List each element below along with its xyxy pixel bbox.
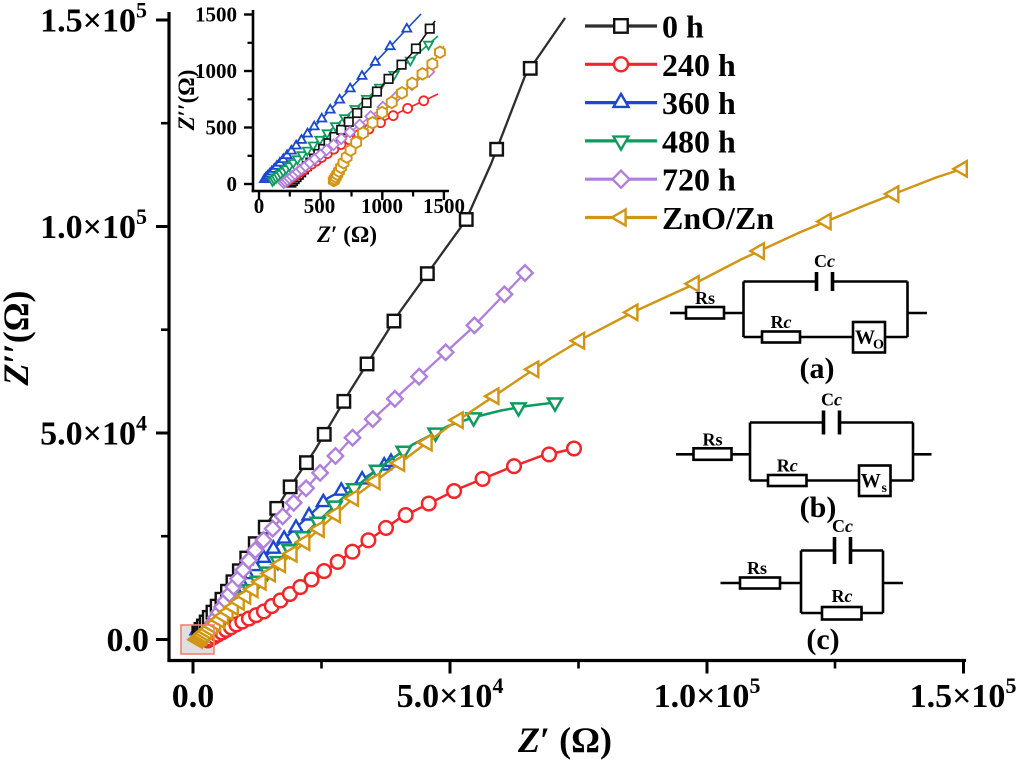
svg-text:500: 500 (206, 116, 238, 140)
svg-text:1.0×10: 1.0×10 (654, 678, 750, 715)
svg-text:1000: 1000 (195, 59, 237, 83)
svg-text:W: W (855, 327, 875, 349)
svg-text:0: 0 (227, 172, 238, 196)
svg-text:(b): (b) (800, 491, 837, 524)
svg-text:240 h: 240 h (662, 47, 736, 83)
svg-text:0.0: 0.0 (107, 622, 150, 659)
svg-text:1.0×10: 1.0×10 (40, 209, 136, 246)
svg-text:5: 5 (136, 0, 147, 23)
svg-text:W: W (861, 470, 881, 492)
svg-text:4: 4 (493, 673, 504, 698)
svg-text:1000: 1000 (361, 194, 403, 218)
svg-text:1.5×10: 1.5×10 (910, 678, 1006, 715)
svg-text:1500: 1500 (195, 3, 237, 27)
svg-text:Z′ (Ω): Z′ (Ω) (517, 720, 612, 760)
svg-text:s: s (882, 481, 888, 496)
svg-text:480 h: 480 h (662, 123, 736, 159)
svg-text:5: 5 (136, 204, 147, 229)
svg-text:720 h: 720 h (662, 162, 736, 198)
svg-text:(a): (a) (800, 352, 835, 385)
svg-text:Rs: Rs (702, 429, 722, 449)
svg-text:0.0: 0.0 (172, 678, 215, 715)
svg-text:ZnO/Zn: ZnO/Zn (662, 200, 774, 236)
svg-text:Rs: Rs (695, 288, 715, 308)
svg-text:4: 4 (136, 411, 147, 436)
svg-text:O: O (873, 338, 884, 353)
svg-text:Rc: Rc (771, 312, 792, 332)
svg-text:Cc: Cc (814, 251, 835, 271)
svg-text:(c): (c) (806, 623, 839, 656)
svg-text:1500: 1500 (423, 194, 465, 218)
svg-text:5.0×10: 5.0×10 (397, 678, 493, 715)
svg-text:5: 5 (1006, 673, 1017, 698)
svg-text:Rc: Rc (832, 586, 853, 606)
svg-text:Cc: Cc (821, 390, 842, 410)
svg-text:360 h: 360 h (662, 85, 736, 121)
svg-text:Cc: Cc (832, 516, 853, 536)
svg-text:5: 5 (750, 673, 761, 698)
svg-text:Z′′(Ω): Z′′(Ω) (174, 70, 199, 132)
svg-text:Rs: Rs (747, 558, 767, 578)
svg-text:5.0×10: 5.0×10 (40, 416, 136, 453)
svg-text:0 h: 0 h (662, 9, 704, 45)
svg-text:Z′ (Ω): Z′ (Ω) (316, 222, 377, 247)
svg-text:Rc: Rc (777, 456, 798, 476)
svg-text:1.5×10: 1.5×10 (40, 3, 136, 40)
svg-text:Z′′(Ω): Z′′(Ω) (0, 290, 36, 386)
svg-text:500: 500 (304, 194, 336, 218)
svg-text:0: 0 (254, 194, 265, 218)
